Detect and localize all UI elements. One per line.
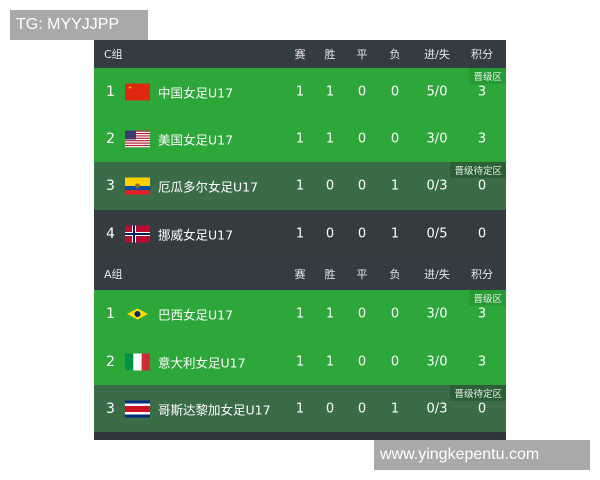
norway-flag-icon — [125, 225, 150, 243]
table-row[interactable]: 3 哥斯达黎加女足U17 1 0 0 1 0/3 0 晋级待定区 — [94, 385, 506, 432]
rank: 2 — [106, 130, 115, 147]
zone-badge: 晋级区 — [469, 290, 506, 306]
china-flag-icon — [125, 83, 150, 100]
stat-l: 0 — [390, 306, 400, 322]
stat-d: 0 — [357, 84, 367, 99]
stat-w: 1 — [325, 354, 335, 369]
column-header: 积分 — [471, 268, 493, 281]
team-name[interactable]: 中国女足U17 — [158, 85, 234, 100]
stat-p: 1 — [295, 354, 305, 369]
stat-l: 0 — [390, 131, 400, 146]
stat-pts: 3 — [477, 84, 487, 99]
table-row[interactable]: 3 厄瓜多尔女足U17 1 0 0 1 0/3 0 晋级待定区 — [94, 162, 506, 210]
column-header: 赛 — [294, 48, 306, 61]
stat-w: 0 — [325, 178, 335, 194]
column-header: 平 — [356, 268, 368, 281]
team-name[interactable]: 哥斯达黎加女足U17 — [158, 402, 271, 417]
watermark-url: www.yingkepentu.com — [374, 440, 590, 470]
zone-badge: 晋级区 — [469, 68, 506, 84]
stat-gd: 3/0 — [426, 354, 448, 369]
rank: 4 — [106, 226, 115, 242]
stat-p: 1 — [295, 401, 305, 416]
stat-d: 0 — [357, 131, 367, 146]
stat-pts: 3 — [477, 354, 487, 369]
table-row[interactable]: 4 挪威女足U17 1 0 0 1 0/5 0 — [94, 210, 506, 258]
table-row[interactable]: 2 美国女足U17 1 1 0 0 3/0 3 — [94, 115, 506, 162]
stat-l: 1 — [390, 226, 400, 242]
rank: 1 — [106, 83, 115, 100]
team-name[interactable]: 意大利女足U17 — [158, 355, 246, 370]
brazil-flag-icon — [125, 305, 150, 323]
stat-d: 0 — [357, 401, 367, 416]
team-name[interactable]: 挪威女足U17 — [158, 227, 234, 243]
stat-w: 1 — [325, 84, 335, 99]
watermark-tg: TG: MYYJJPP — [10, 10, 148, 40]
stat-p: 1 — [295, 226, 305, 242]
stat-w: 0 — [325, 401, 335, 416]
stat-gd: 3/0 — [426, 131, 448, 146]
stat-pts: 3 — [477, 131, 487, 146]
stat-gd: 3/0 — [426, 306, 448, 322]
stat-d: 0 — [357, 178, 367, 194]
stat-gd: 0/5 — [426, 226, 448, 242]
stat-l: 1 — [390, 178, 400, 194]
stat-pts: 0 — [477, 178, 487, 194]
team-name[interactable]: 巴西女足U17 — [158, 307, 234, 323]
stat-p: 1 — [295, 131, 305, 146]
stat-l: 0 — [390, 84, 400, 99]
stat-d: 0 — [357, 354, 367, 369]
usa-flag-icon — [125, 130, 150, 147]
stat-w: 0 — [325, 226, 335, 242]
rank: 3 — [106, 178, 115, 194]
stat-w: 1 — [325, 306, 335, 322]
italy-flag-icon — [125, 353, 150, 370]
column-header: 负 — [389, 48, 401, 61]
table-row[interactable]: 2 意大利女足U17 1 1 0 0 3/0 3 — [94, 338, 506, 385]
stat-p: 1 — [295, 178, 305, 194]
zone-badge: 晋级待定区 — [450, 162, 506, 178]
stat-p: 1 — [295, 84, 305, 99]
zone-badge: 晋级待定区 — [450, 385, 506, 401]
table-row[interactable]: 1 巴西女足U17 1 1 0 0 3/0 3 晋级区 — [94, 290, 506, 338]
stat-pts: 0 — [477, 226, 487, 242]
group-name: C组 — [104, 48, 123, 61]
column-header: 赛 — [294, 268, 306, 281]
stat-gd: 5/0 — [426, 84, 448, 99]
group-header: A组 赛 胜 平 负 进/失 积分 — [94, 258, 506, 290]
column-header: 进/失 — [424, 48, 450, 61]
ecuador-flag-icon — [125, 177, 150, 195]
column-header: 负 — [389, 268, 401, 281]
stat-gd: 0/3 — [426, 401, 448, 416]
rank: 3 — [106, 400, 115, 417]
column-header: 胜 — [324, 268, 336, 281]
stat-pts: 3 — [477, 306, 487, 322]
standings-table: C组赛胜平负进/失 积分 1 中国女足U17 1 1 0 0 5/0 3 晋级区 2 美国女足U17 1 1… — [94, 40, 506, 440]
table-row[interactable]: 1 中国女足U17 1 1 0 0 5/0 3 晋级区 — [94, 68, 506, 115]
costa-rica-flag-icon — [125, 400, 150, 417]
rank: 2 — [106, 353, 115, 370]
column-header: 平 — [356, 48, 368, 61]
team-name[interactable]: 美国女足U17 — [158, 132, 234, 147]
group-name: A组 — [104, 268, 123, 281]
rank: 1 — [106, 306, 115, 322]
stat-l: 1 — [390, 401, 400, 416]
stat-p: 1 — [295, 306, 305, 322]
stat-w: 1 — [325, 131, 335, 146]
column-header: 胜 — [324, 48, 336, 61]
stat-d: 0 — [357, 226, 367, 242]
stat-d: 0 — [357, 306, 367, 322]
stat-pts: 0 — [477, 401, 487, 416]
team-name[interactable]: 厄瓜多尔女足U17 — [158, 179, 259, 195]
stat-gd: 0/3 — [426, 178, 448, 194]
stat-l: 0 — [390, 354, 400, 369]
column-header: 进/失 — [424, 268, 450, 281]
column-header: 积分 — [471, 48, 493, 61]
group-header: C组 赛 胜 平 负 进/失 积分 — [94, 40, 506, 68]
